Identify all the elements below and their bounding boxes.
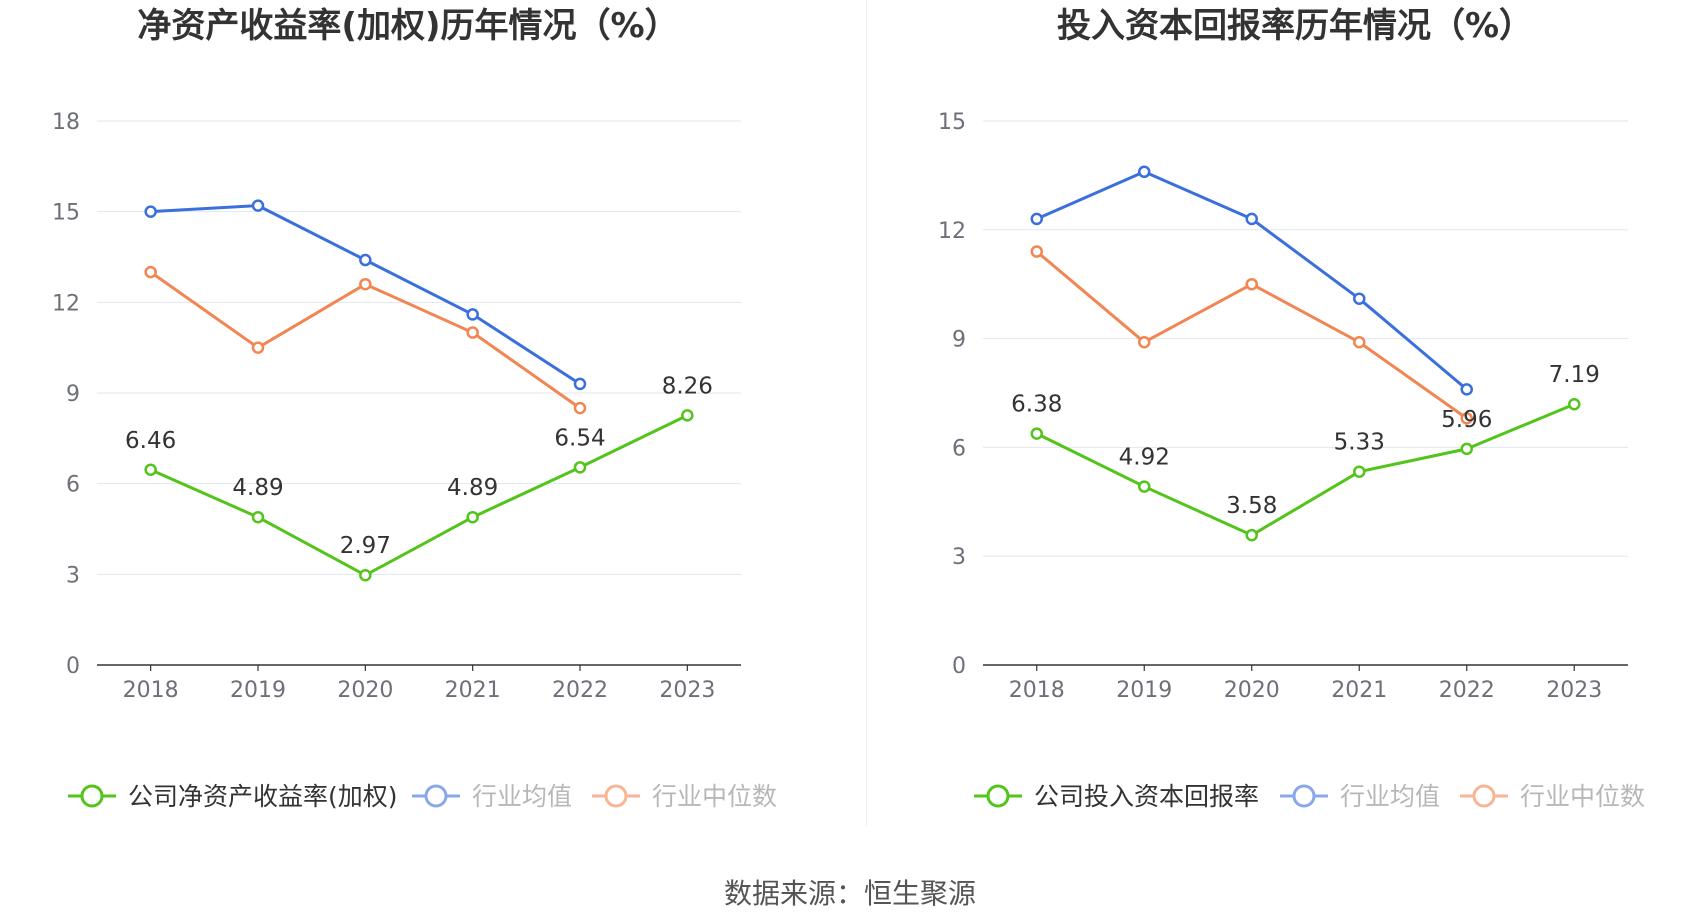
legend-label: 行业均值 <box>1340 782 1440 811</box>
x-tick-label: 2018 <box>123 678 179 703</box>
data-label: 7.19 <box>1549 362 1600 388</box>
legend-swatch-marker <box>1472 784 1496 808</box>
legend-item-1: 公司净资产收益率(加权) <box>68 782 398 811</box>
data-point <box>573 461 587 474</box>
data-point <box>251 510 265 524</box>
series-line-2 <box>150 204 581 386</box>
legend-item-3: 行业中位数 <box>1460 782 1645 811</box>
data-label: 5.96 <box>1441 407 1492 433</box>
data-point <box>1245 277 1258 291</box>
x-tick-label: 2022 <box>1439 678 1495 703</box>
x-tick-label: 2019 <box>230 678 286 703</box>
data-point <box>1138 335 1151 349</box>
data-point <box>359 253 372 267</box>
data-point <box>1460 412 1473 425</box>
series-line-3 <box>149 270 581 410</box>
chart-divider <box>866 0 867 826</box>
y-tick-label: 6 <box>952 436 966 461</box>
data-label: 4.92 <box>1119 445 1170 471</box>
legend-label: 公司投入资本回报率 <box>1034 782 1259 811</box>
y-tick-label: 15 <box>938 110 966 135</box>
y-tick-label: 15 <box>52 201 80 226</box>
data-point <box>1353 292 1366 305</box>
series-line-1 <box>1036 402 1575 537</box>
data-point <box>466 326 479 339</box>
x-tick-label: 2021 <box>445 678 501 703</box>
data-point <box>1030 245 1043 258</box>
legend-item-2: 行业均值 <box>1280 782 1440 811</box>
legend-swatch-marker <box>1292 784 1316 808</box>
data-label: 4.89 <box>447 475 498 501</box>
x-tick-label: 2020 <box>1224 678 1280 703</box>
y-tick-label: 12 <box>938 219 966 244</box>
legend-label: 公司净资产收益率(加权) <box>128 782 398 811</box>
data-point <box>1138 480 1151 493</box>
data-point <box>1568 397 1581 411</box>
y-tick-label: 0 <box>952 654 966 679</box>
data-label: 6.46 <box>125 428 176 454</box>
data-point <box>1353 465 1366 478</box>
data-point <box>144 205 157 218</box>
legend-swatch-marker <box>986 784 1010 808</box>
data-point <box>144 265 157 279</box>
legend-swatch-marker <box>604 784 628 808</box>
y-tick-label: 3 <box>952 545 966 570</box>
source-note: 数据来源：恒生聚源 <box>723 877 976 910</box>
legend-swatch-marker <box>424 784 448 808</box>
y-tick-label: 0 <box>66 654 80 679</box>
charts-canvas: 净资产收益率(加权)历年情况（%） 0 3 6 9 12 15 18 2018 2019 2020 2… <box>52 6 1645 811</box>
data-point <box>359 568 372 582</box>
x-tick-label: 2020 <box>337 678 393 703</box>
data-point <box>1245 212 1258 226</box>
x-tick-label: 2023 <box>1546 678 1602 703</box>
data-point <box>1245 528 1258 542</box>
y-tick-label: 12 <box>52 291 80 316</box>
data-point <box>1460 442 1473 456</box>
data-label: 4.89 <box>232 475 283 501</box>
data-point <box>144 463 157 477</box>
data-point <box>251 199 265 212</box>
chart-title: 净资产收益率(加权)历年情况（%） <box>137 6 678 46</box>
data-point <box>1460 383 1473 396</box>
legend-item-1: 公司投入资本回报率 <box>974 782 1259 811</box>
y-tick-label: 9 <box>952 328 966 353</box>
data-point <box>251 341 265 354</box>
legend-item-3: 行业中位数 <box>592 782 777 811</box>
data-point <box>1030 427 1043 440</box>
legend-swatch-marker <box>80 784 104 808</box>
data-label: 6.54 <box>554 425 605 451</box>
legend-item-2: 行业均值 <box>412 782 572 811</box>
data-label: 3.58 <box>1226 493 1277 519</box>
legend-label: 行业中位数 <box>1520 782 1645 811</box>
data-point <box>359 277 372 291</box>
chart-panel-1: 净资产收益率(加权)历年情况（%） 0 3 6 9 12 15 18 2018 2019 2020 2… <box>52 6 777 811</box>
data-point <box>466 308 479 321</box>
x-tick-label: 2019 <box>1116 678 1172 703</box>
data-label: 2.97 <box>340 533 391 559</box>
x-tick-label: 2023 <box>659 678 715 703</box>
chart-title: 投入资本回报率历年情况（%） <box>1057 6 1533 46</box>
data-point <box>466 510 479 524</box>
data-label: 6.38 <box>1011 392 1062 418</box>
legend-label: 行业均值 <box>472 782 572 811</box>
data-point <box>573 377 587 391</box>
series-line-1 <box>150 414 688 577</box>
data-point <box>1030 212 1043 226</box>
y-tick-label: 9 <box>66 382 80 407</box>
y-tick-label: 3 <box>66 563 80 588</box>
chart-panel-2: 投入资本回报率历年情况（%） 0 3 6 9 12 15 2018 2019 2020 2021 20… <box>938 6 1645 811</box>
data-label: 8.26 <box>662 373 713 399</box>
data-point <box>1138 165 1151 179</box>
data-point <box>681 409 694 422</box>
x-tick-label: 2018 <box>1009 678 1065 703</box>
y-tick-label: 6 <box>66 473 80 498</box>
data-point <box>573 401 587 415</box>
data-point <box>1353 335 1366 349</box>
x-tick-label: 2022 <box>552 678 608 703</box>
y-tick-label: 18 <box>52 110 80 135</box>
data-label: 5.33 <box>1334 430 1385 456</box>
legend-label: 行业中位数 <box>652 782 777 811</box>
x-tick-label: 2021 <box>1331 678 1387 703</box>
